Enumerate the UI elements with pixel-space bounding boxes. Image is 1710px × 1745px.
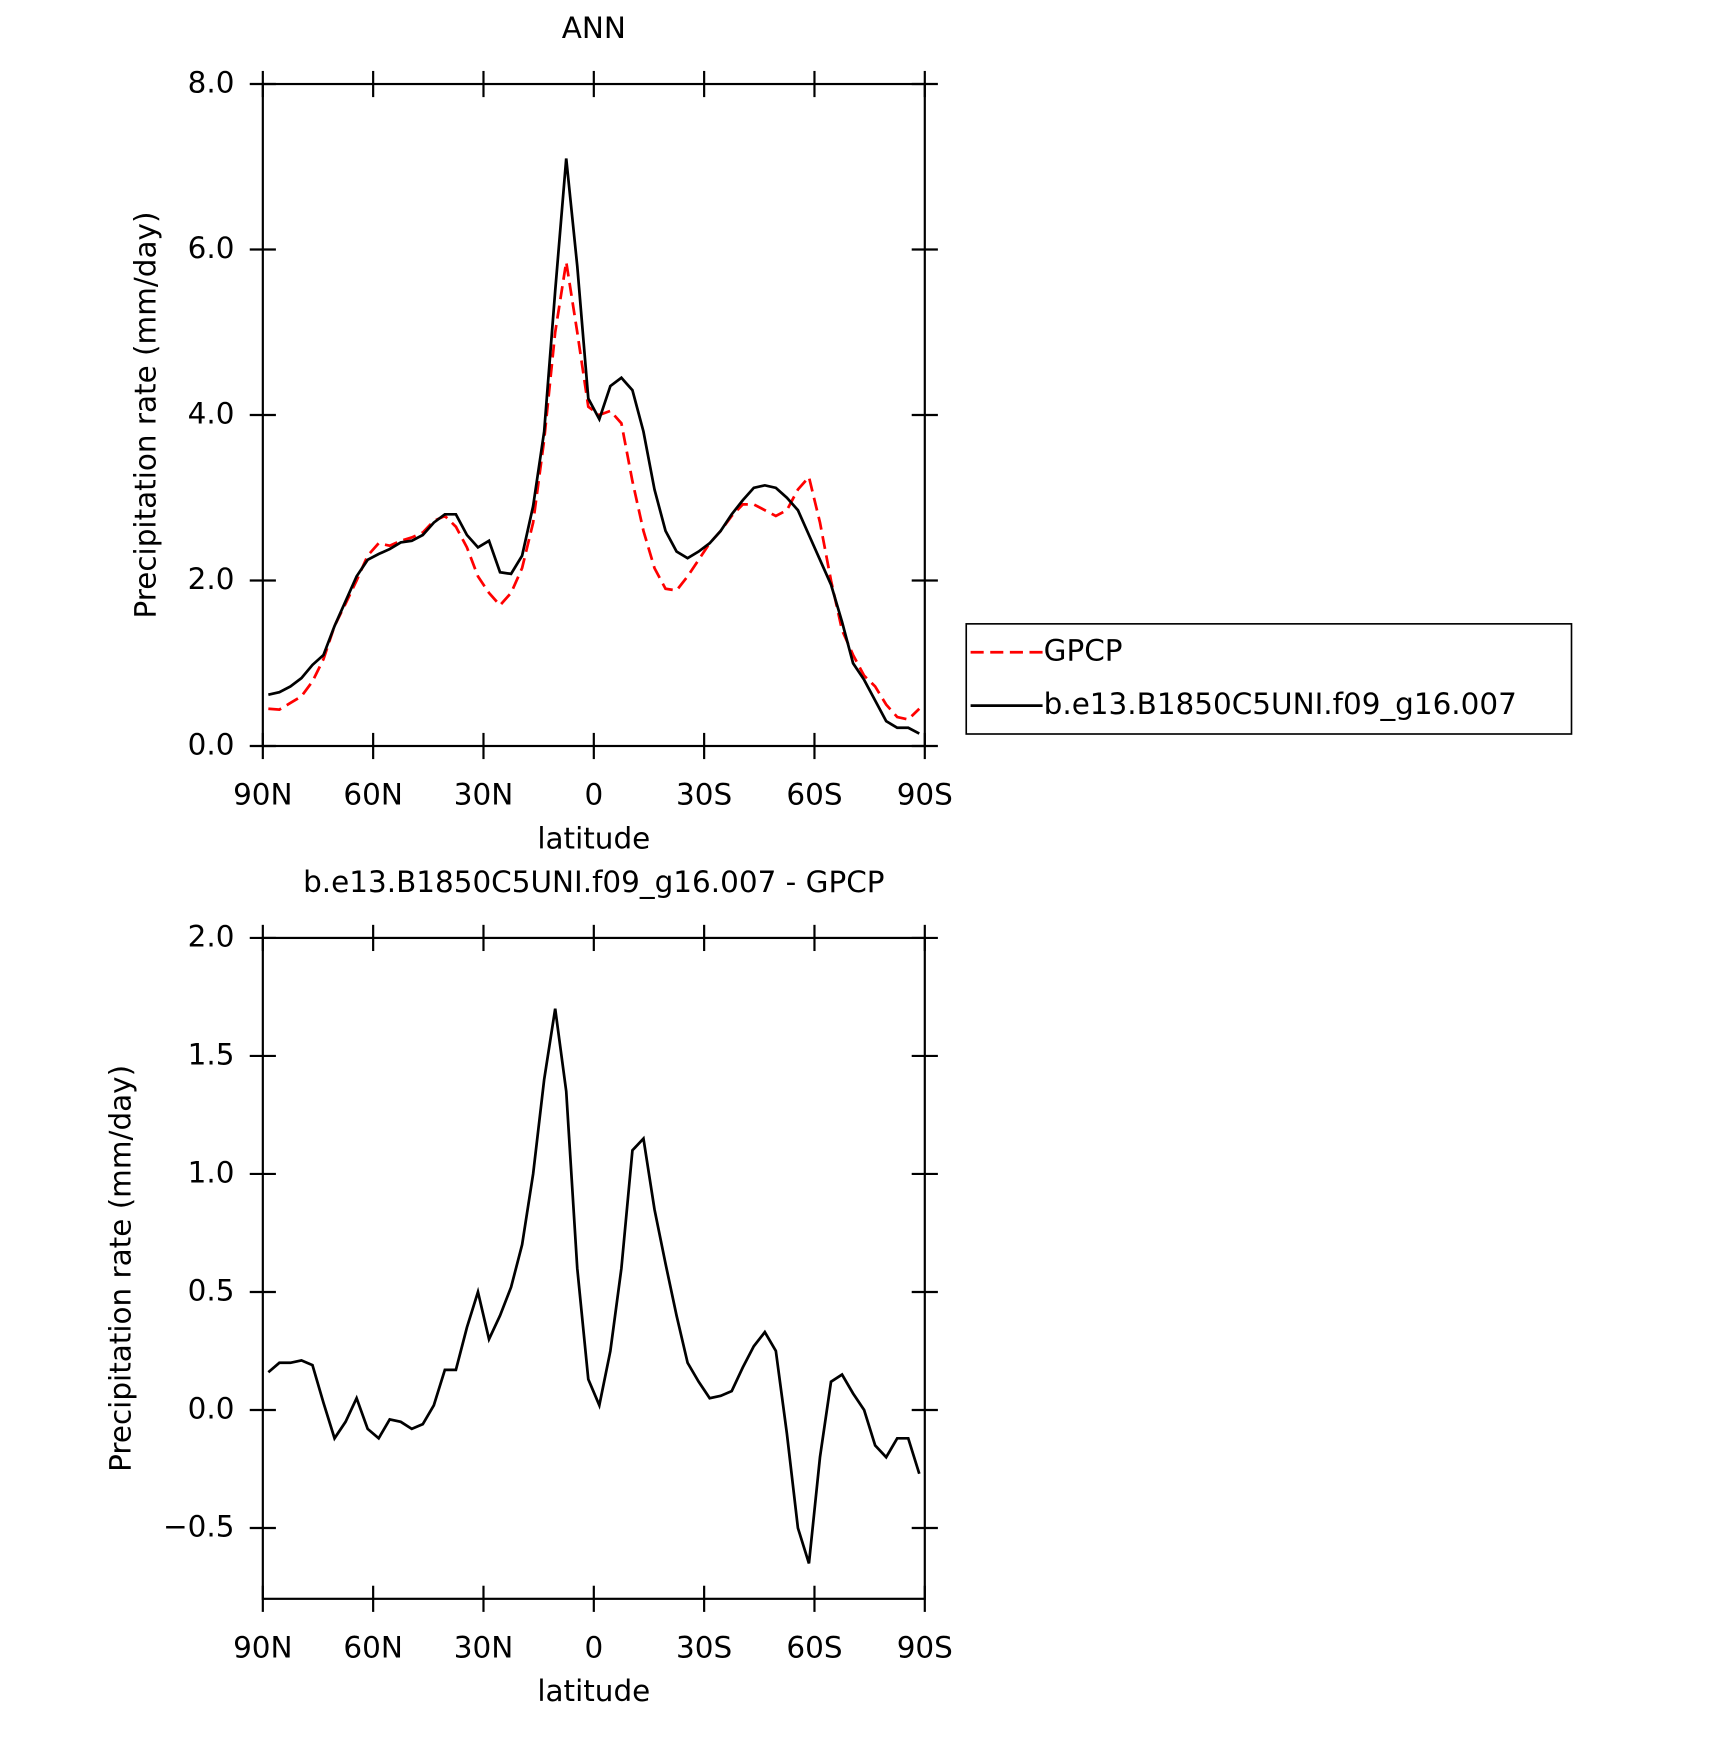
x-tick-label: 30S (676, 778, 732, 812)
y-tick-label: 4.0 (188, 397, 235, 431)
y-tick-label: 0.0 (188, 1391, 235, 1425)
legend-label: GPCP (1044, 634, 1123, 668)
data-line (268, 261, 921, 722)
x-tick-label: 90S (897, 778, 953, 812)
x-tick-label: 60S (786, 1630, 842, 1664)
data-line (267, 1008, 921, 1564)
legend-label: b.e13.B1850C5UNI.f09_g16.007 (1044, 687, 1517, 721)
y-tick-label: 1.5 (188, 1037, 235, 1071)
plot-frame (261, 82, 926, 748)
y-axis-label: Precipitation rate (mm/day) (104, 1065, 138, 1472)
y-tick-label: 2.0 (188, 919, 235, 953)
x-tick-label: 90N (233, 778, 292, 812)
plot-frame (261, 936, 926, 1600)
x-tick-label: 90S (897, 1630, 953, 1664)
x-axis-label: latitude (537, 1674, 650, 1708)
y-tick-label: 1.0 (188, 1155, 235, 1189)
x-tick-label: 30N (454, 778, 513, 812)
x-tick-label: 90N (233, 1630, 292, 1664)
x-tick-label: 60N (343, 1630, 402, 1664)
y-tick-label: 6.0 (188, 231, 235, 265)
y-tick-label: 2.0 (188, 562, 235, 596)
x-tick-label: 60N (343, 778, 402, 812)
x-tick-label: 30S (676, 1630, 732, 1664)
y-tick-label: 0.5 (188, 1273, 235, 1307)
y-tick-label: 0.0 (188, 727, 235, 761)
y-tick-label: 8.0 (188, 66, 235, 100)
data-line (268, 158, 920, 735)
x-tick-label: 0 (584, 1630, 603, 1664)
y-axis-label: Precipitation rate (mm/day) (129, 212, 163, 619)
x-tick-label: 0 (584, 778, 603, 812)
legend-box (965, 623, 1573, 735)
y-tick-label: −0.5 (163, 1510, 234, 1544)
x-tick-label: 60S (786, 778, 842, 812)
chart-title: b.e13.B1850C5UNI.f09_g16.007 - GPCP (303, 865, 884, 899)
chart-title: ANN (562, 11, 626, 45)
x-tick-label: 30N (454, 1630, 513, 1664)
x-axis-label: latitude (537, 821, 650, 855)
